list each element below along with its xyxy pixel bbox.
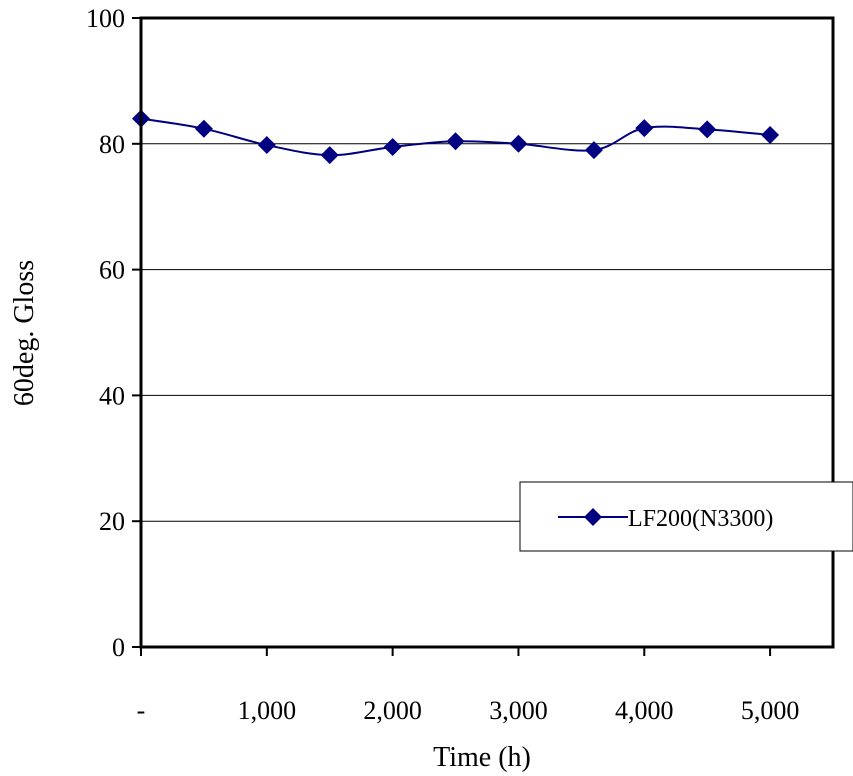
axes	[132, 17, 772, 656]
data-point-2500	[446, 132, 465, 151]
legend: LF200(N3300)	[519, 481, 853, 552]
x-tick-label-0: -	[137, 696, 146, 725]
grid-lines	[141, 143, 833, 522]
data-point-2000	[383, 137, 402, 156]
x-tick-label-5000: 5,000	[741, 696, 800, 725]
y-tick-label-60: 60	[99, 256, 125, 285]
y-tick-label-40: 40	[99, 381, 125, 410]
x-axis-title: Time (h)	[433, 742, 531, 773]
data-point-500	[194, 119, 213, 138]
plot-area-border	[139, 16, 835, 649]
y-tick-label-100: 100	[86, 4, 125, 33]
y-tick-label-20: 20	[99, 507, 125, 536]
data-point-5000	[761, 125, 780, 144]
data-point-4500	[698, 120, 717, 139]
legend-label: LF200(N3300)	[628, 506, 773, 532]
data-point-1000	[257, 136, 276, 155]
y-axis-title: 60deg. Gloss	[9, 260, 40, 406]
data-point-1500	[320, 146, 339, 165]
legend-diamond-icon	[584, 508, 602, 526]
y-tick-label-0: 0	[112, 633, 125, 662]
x-tick-label-4000: 4,000	[615, 696, 674, 725]
x-tick-label-3000: 3,000	[489, 696, 548, 725]
y-tick-label-80: 80	[99, 130, 125, 159]
x-tick-label-1000: 1,000	[238, 696, 297, 725]
tick-labels: 0 20 40 60 80 100 - 1,000 2,000 3,000 4,000 5,000	[86, 4, 799, 725]
data-point-3600	[584, 141, 603, 160]
data-point-3000	[509, 134, 528, 153]
data-point-4000	[635, 119, 654, 138]
series-layer	[132, 109, 780, 165]
x-tick-label-2000: 2,000	[363, 696, 422, 725]
